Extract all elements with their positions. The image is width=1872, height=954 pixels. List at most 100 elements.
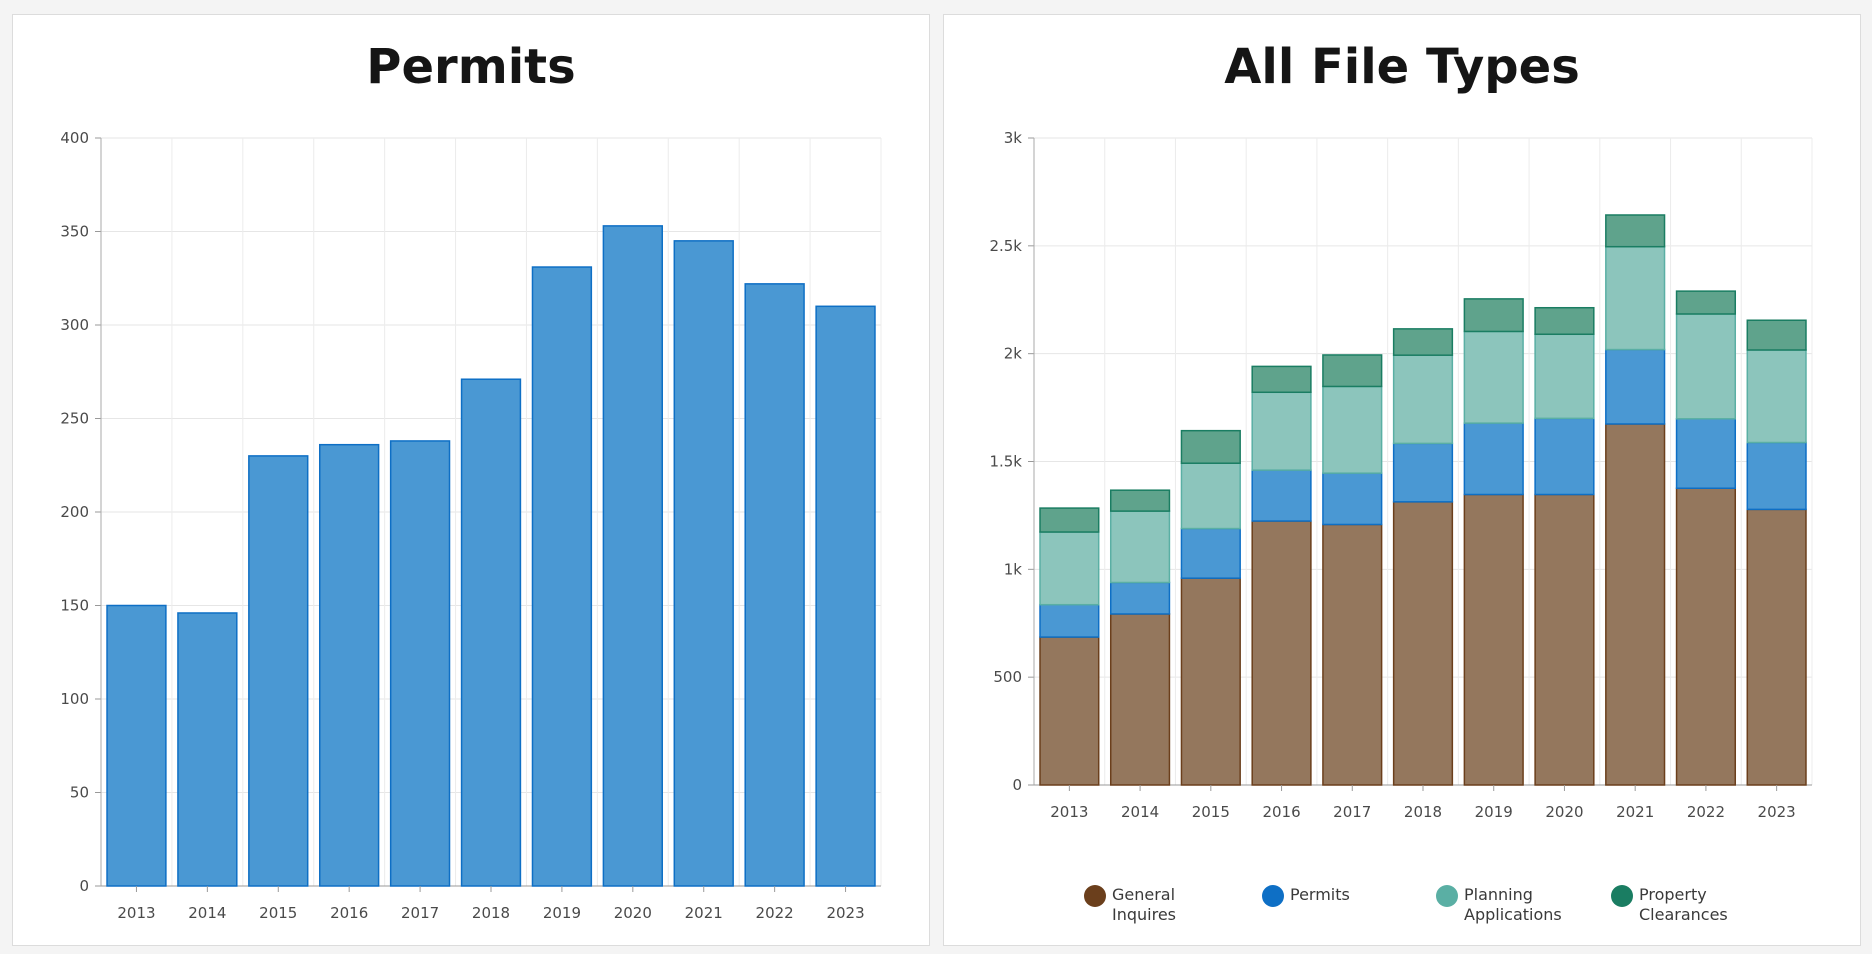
x-tick-label: 2014 [1121, 803, 1159, 821]
x-tick-label: 2022 [1687, 803, 1725, 821]
y-tick-label: 250 [60, 410, 89, 428]
bar-segment-permits [1251, 469, 1312, 522]
y-tick-label: 150 [60, 597, 89, 615]
bar [177, 612, 238, 887]
bar-segment-permits [1322, 472, 1383, 526]
x-tick-label: 2023 [1758, 803, 1796, 821]
x-tick-label: 2014 [188, 904, 226, 922]
y-tick-label: 1.5k [989, 453, 1022, 471]
bar-segment-general-inquires [1605, 423, 1666, 786]
legend-label: Planning Applications [1464, 885, 1562, 924]
legend-item-planning-applications[interactable]: Planning Applications [1436, 885, 1594, 925]
bar [531, 266, 593, 887]
y-tick-label: 2.5k [989, 237, 1022, 255]
y-tick-label: 300 [60, 316, 89, 334]
bar-segment-property-clearances [1392, 328, 1454, 356]
bar-segment-property-clearances [1746, 319, 1807, 351]
bar-segment-general-inquires [1675, 487, 1737, 786]
x-tick-label: 2021 [1616, 803, 1654, 821]
bar-segment-property-clearances [1109, 489, 1171, 512]
x-tick-label: 2021 [685, 904, 723, 922]
y-tick-label: 100 [60, 690, 89, 708]
legend-swatch [1611, 885, 1633, 907]
bar [319, 443, 380, 887]
bar-segment-planning-applications [1109, 510, 1171, 584]
y-tick-label: 50 [70, 784, 89, 802]
bar-segment-planning-applications [1322, 385, 1383, 474]
legend-label: Property Clearances [1639, 885, 1728, 924]
y-tick-label: 0 [79, 877, 89, 895]
legend-item-permits[interactable]: Permits [1262, 885, 1420, 907]
legend-label: General Inquires [1112, 885, 1177, 924]
bar-segment-planning-applications [1463, 330, 1524, 424]
bar-segment-property-clearances [1039, 507, 1100, 533]
bar-segment-permits [1675, 418, 1737, 489]
y-tick-label: 400 [60, 129, 89, 147]
x-tick-label: 2013 [117, 904, 155, 922]
bar-segment-general-inquires [1746, 508, 1807, 786]
bar [460, 378, 522, 887]
y-tick-label: 1k [1004, 560, 1023, 578]
x-tick-label: 2023 [826, 904, 864, 922]
x-tick-label: 2017 [401, 904, 439, 922]
x-tick-label: 2016 [330, 904, 368, 922]
y-tick-label: 200 [60, 503, 89, 521]
bar [602, 225, 663, 887]
legend-label: Permits [1290, 885, 1350, 904]
bar-segment-general-inquires [1392, 501, 1454, 786]
y-tick-label: 500 [993, 668, 1022, 686]
bar-segment-planning-applications [1180, 462, 1241, 530]
bar-segment-general-inquires [1039, 636, 1100, 786]
legend-swatch [1262, 885, 1284, 907]
bar-segment-general-inquires [1251, 520, 1312, 786]
legend-item-general-inquires[interactable]: General Inquires [1084, 885, 1242, 925]
bar-segment-property-clearances [1251, 365, 1312, 394]
bar-segment-general-inquires [1534, 493, 1595, 786]
x-tick-label: 2016 [1262, 803, 1300, 821]
bar-segment-permits [1746, 441, 1807, 511]
x-tick-label: 2015 [259, 904, 297, 922]
x-tick-label: 2022 [756, 904, 794, 922]
bar-segment-general-inquires [1180, 577, 1241, 786]
legend-swatch [1084, 885, 1106, 907]
x-tick-label: 2019 [1475, 803, 1513, 821]
bar-segment-planning-applications [1392, 354, 1454, 445]
bar [744, 283, 805, 887]
y-tick-label: 2k [1004, 345, 1023, 363]
bar [673, 240, 734, 887]
y-tick-label: 3k [1004, 129, 1023, 147]
legend-swatch [1436, 885, 1458, 907]
all-file-types-stacked-chart: 0 500 1k 1.5k 2k 2.5k 3k 2013 2014 2015 2016 2017 20… [989, 129, 1813, 821]
y-tick-label: 0 [1012, 776, 1022, 794]
bar [815, 305, 876, 887]
bar-segment-planning-applications [1746, 349, 1807, 444]
bar-segment-planning-applications [1605, 245, 1666, 351]
bar-segment-planning-applications [1534, 333, 1595, 420]
bar-segment-property-clearances [1534, 306, 1595, 336]
bar-segment-property-clearances [1463, 298, 1524, 333]
bar-segment-permits [1039, 603, 1100, 638]
legend-item-property-clearances[interactable]: Property Clearances [1611, 885, 1769, 925]
bar-segment-planning-applications [1039, 531, 1100, 606]
all-file-types-chart-panel: All File Types 0 500 1k 1.5k 2k 2.5k 3k 2013 201… [943, 14, 1861, 946]
x-tick-label: 2017 [1333, 803, 1371, 821]
bar-segment-property-clearances [1322, 354, 1383, 388]
bar-segment-general-inquires [1463, 493, 1524, 786]
bar [389, 440, 451, 887]
bar-segment-property-clearances [1675, 290, 1737, 315]
bar-segment-property-clearances [1605, 214, 1666, 248]
bar-segment-permits [1392, 442, 1454, 503]
bar-segment-permits [1180, 527, 1241, 579]
x-tick-label: 2020 [614, 904, 652, 922]
permits-chart-panel: Permits 0 50 100 150 200 250 300 350 400 2013 2014… [12, 14, 930, 946]
bar-segment-general-inquires [1109, 613, 1171, 786]
bar-segment-permits [1605, 348, 1666, 425]
x-tick-label: 2018 [1404, 803, 1442, 821]
x-tick-label: 2019 [543, 904, 581, 922]
x-tick-label: 2020 [1545, 803, 1583, 821]
chart-title: Permits [366, 39, 576, 95]
bar-segment-permits [1534, 417, 1595, 496]
bar-segment-permits [1463, 422, 1524, 496]
bar [106, 604, 167, 887]
bar [248, 455, 309, 887]
